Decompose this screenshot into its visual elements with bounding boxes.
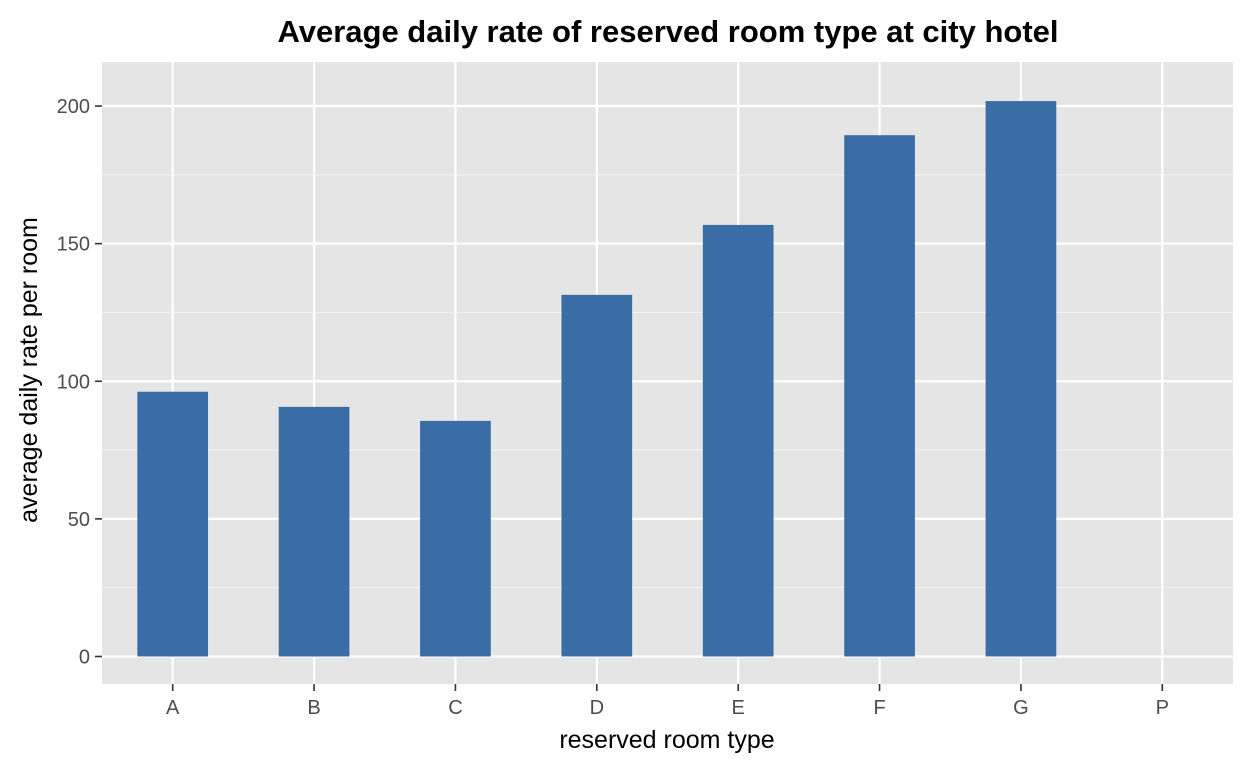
x-tick-label: G [1013,697,1029,719]
chart-title: Average daily rate of reserved room type… [277,14,1058,49]
y-tick-label: 200 [57,96,90,118]
x-tick-label: A [166,697,180,719]
x-tick-label: P [1156,697,1169,719]
bar-C [420,420,491,657]
y-axis-title: average daily rate per room [15,217,43,523]
y-tick-label: 50 [68,509,90,531]
bars [137,101,1057,657]
y-tick-label: 150 [57,234,90,256]
y-tick-label: 0 [79,646,90,668]
bar-A [137,391,209,657]
bar-G [985,101,1057,657]
y-tick-label: 100 [57,371,90,393]
x-axis-title: reserved room type [559,726,774,754]
x-tick-label: E [732,697,745,719]
bar-E [702,224,774,657]
bar-D [561,294,633,657]
x-tick-label: C [448,697,462,719]
x-tick-label: B [307,697,320,719]
bar-B [278,406,350,657]
x-tick-label: D [590,697,604,719]
plot-panel [102,62,1233,684]
x-tick-label: F [873,697,885,719]
y-axis: 0 50 100 150 200 [57,96,102,668]
bar-F [844,135,915,657]
